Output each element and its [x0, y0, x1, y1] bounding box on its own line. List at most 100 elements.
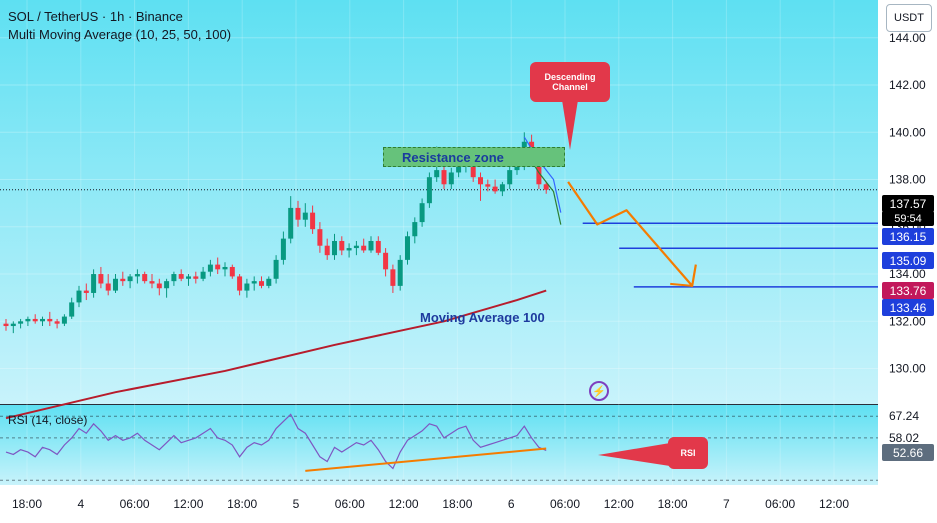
candle-body[interactable]	[375, 240, 381, 253]
candle-body[interactable]	[273, 259, 279, 279]
candle-body[interactable]	[448, 172, 454, 185]
y-tick-label: 138.00	[889, 173, 926, 187]
candle-body[interactable]	[61, 316, 67, 324]
ma100-line[interactable]	[5, 289, 547, 420]
ma-price-label: 133.76	[882, 282, 934, 299]
candle-body[interactable]	[18, 321, 24, 324]
candle-body[interactable]	[346, 248, 352, 251]
candle-body[interactable]	[288, 207, 294, 239]
candle-body[interactable]	[120, 278, 126, 282]
descending-callout-pointer	[562, 100, 578, 150]
candle-body[interactable]	[200, 271, 206, 279]
candle-body[interactable]	[40, 318, 45, 322]
y-tick-label: 144.00	[889, 31, 926, 45]
candle-body[interactable]	[361, 245, 367, 251]
candle-body[interactable]	[507, 170, 513, 185]
candle-body[interactable]	[492, 186, 498, 192]
candle-body[interactable]	[353, 245, 359, 249]
ma100-label: Moving Average 100	[420, 310, 545, 325]
candle-body[interactable]	[193, 276, 199, 279]
candle-body[interactable]	[127, 276, 133, 282]
x-tick-label: 12:00	[173, 497, 203, 511]
candle-body[interactable]	[426, 177, 432, 204]
candle-body[interactable]	[142, 274, 148, 282]
descending-channel-text: Descending Channel	[544, 72, 596, 92]
candle-body[interactable]	[266, 278, 272, 286]
candle-body[interactable]	[368, 240, 374, 251]
candle-body[interactable]	[215, 264, 221, 270]
candle-body[interactable]	[186, 276, 191, 279]
candle-body[interactable]	[434, 170, 440, 178]
candle-body[interactable]	[339, 240, 345, 251]
candle-body[interactable]	[405, 236, 410, 260]
candle-body[interactable]	[478, 177, 483, 185]
x-tick-label: 18:00	[442, 497, 472, 511]
rsi-trendline[interactable]	[305, 447, 547, 472]
x-tick-label: 06:00	[335, 497, 365, 511]
candle-body[interactable]	[251, 281, 257, 284]
candle-body[interactable]	[69, 302, 75, 317]
currency-button[interactable]: USDT	[886, 4, 932, 32]
candle-body[interactable]	[164, 281, 170, 289]
indicator-legend[interactable]: Multi Moving Average (10, 25, 50, 100)	[8, 27, 232, 42]
candle-body[interactable]	[156, 283, 162, 289]
candle-body[interactable]	[485, 184, 491, 187]
y-tick-label: 142.00	[889, 78, 926, 92]
candle-body[interactable]	[244, 283, 250, 291]
candle-body[interactable]	[383, 252, 389, 270]
candle-body[interactable]	[390, 269, 396, 286]
candle-body[interactable]	[237, 276, 243, 291]
lightning-icon[interactable]: ⚡	[589, 381, 609, 401]
candle-body[interactable]	[397, 259, 403, 286]
candle-body[interactable]	[178, 274, 184, 279]
x-tick-label: 7	[723, 497, 730, 511]
candle-body[interactable]	[10, 323, 16, 327]
candle-body[interactable]	[113, 278, 118, 291]
candle-body[interactable]	[98, 274, 104, 284]
candle-body[interactable]	[25, 318, 31, 322]
candle-body[interactable]	[302, 212, 308, 220]
candle-body[interactable]	[295, 207, 301, 220]
rsi-legend[interactable]: RSI (14, close)	[8, 413, 88, 427]
candle-body[interactable]	[536, 158, 542, 185]
candle-body[interactable]	[54, 321, 60, 324]
candle-body[interactable]	[470, 160, 476, 178]
candle-body[interactable]	[171, 274, 177, 282]
rsi-tick-label: 67.24	[889, 409, 919, 423]
candle-body[interactable]	[280, 238, 286, 260]
candle-body[interactable]	[419, 203, 425, 223]
x-tick-label: 06:00	[120, 497, 150, 511]
rsi-callout: RSI	[668, 437, 708, 469]
candle-body[interactable]	[134, 274, 140, 277]
x-tick-label: 12:00	[604, 497, 634, 511]
candle-body[interactable]	[91, 274, 97, 293]
candle-body[interactable]	[412, 222, 418, 237]
candle-body[interactable]	[3, 323, 9, 327]
y-tick-label: 134.00	[889, 267, 926, 281]
candle-body[interactable]	[317, 229, 323, 246]
symbol-title[interactable]: SOL / TetherUS · 1h · Binance	[8, 9, 183, 24]
candle-body[interactable]	[76, 290, 82, 303]
candle-body[interactable]	[332, 240, 337, 256]
candle-body[interactable]	[229, 266, 235, 277]
candle-body[interactable]	[259, 281, 264, 286]
candle-body[interactable]	[83, 290, 89, 293]
candle-body[interactable]	[324, 245, 330, 256]
candle-body[interactable]	[499, 184, 505, 192]
candle-body[interactable]	[456, 165, 462, 173]
candle-body[interactable]	[207, 264, 213, 272]
candle-body[interactable]	[32, 318, 38, 322]
candle-body[interactable]	[149, 281, 155, 284]
candle-body[interactable]	[441, 170, 447, 185]
x-tick-label: 06:00	[550, 497, 580, 511]
rsi-line[interactable]	[5, 413, 547, 470]
candle-body[interactable]	[222, 266, 228, 270]
candle-body[interactable]	[310, 212, 316, 230]
candle-body[interactable]	[543, 184, 549, 190]
candle-body[interactable]	[105, 283, 111, 291]
forecast-path[interactable]	[567, 181, 697, 287]
candle-body[interactable]	[47, 318, 53, 322]
candle-body[interactable]	[514, 165, 520, 171]
